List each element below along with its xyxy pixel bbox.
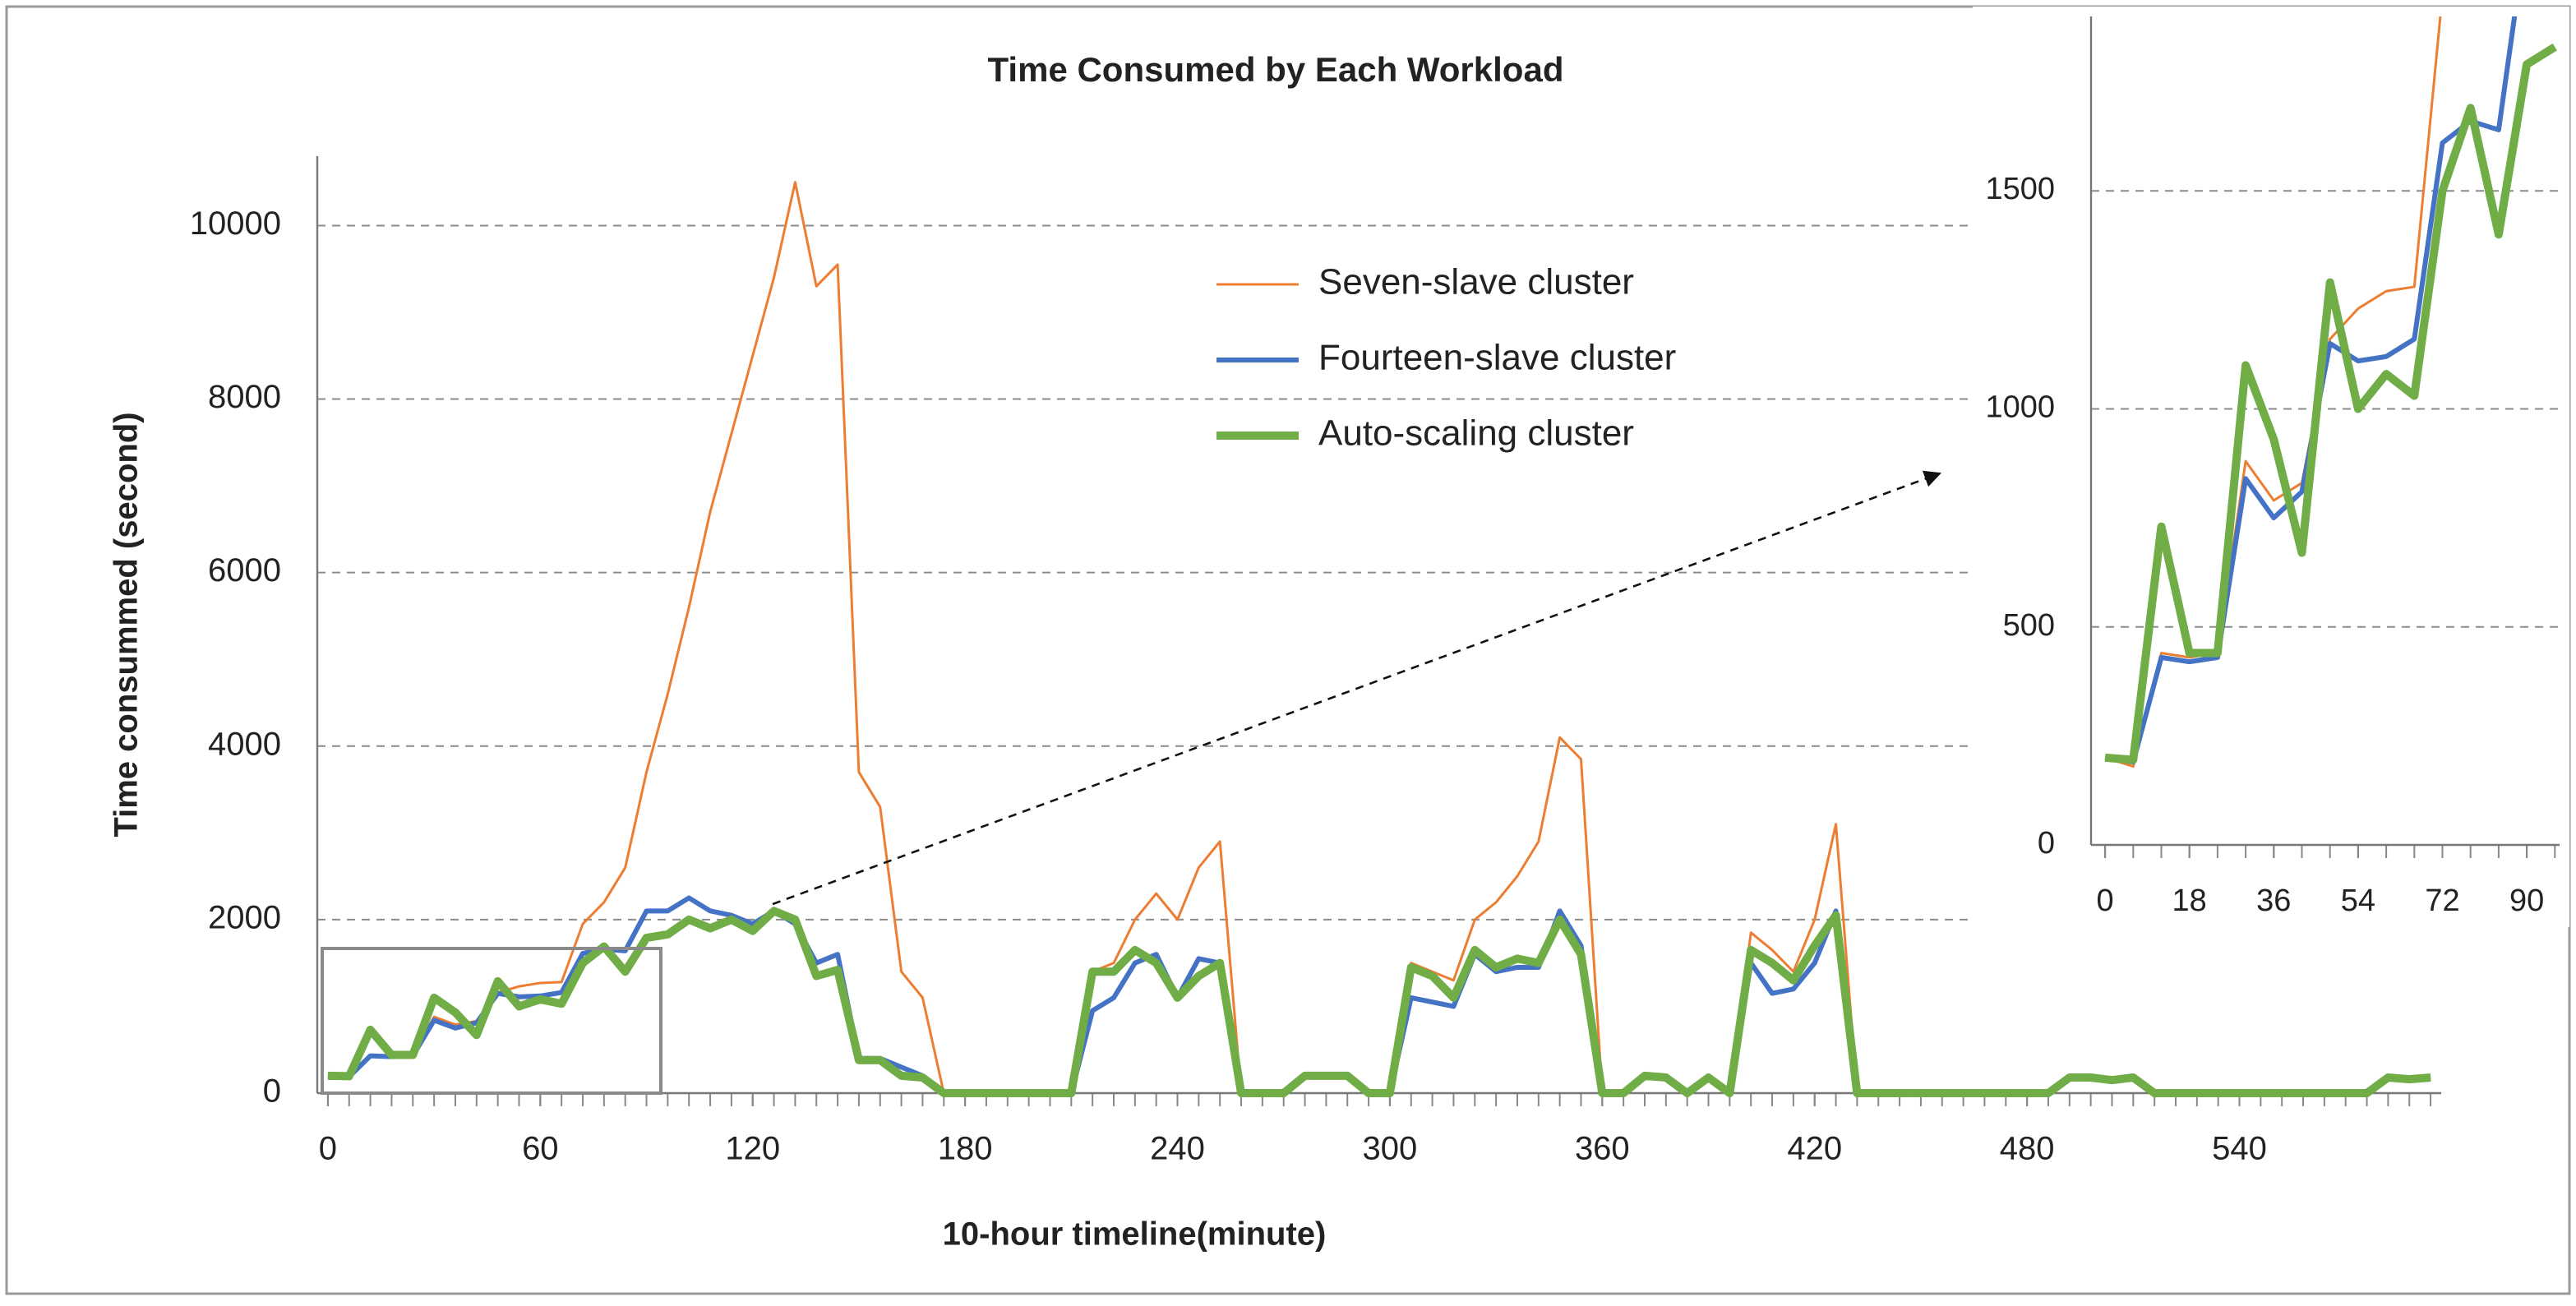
x-tick-label: 120 — [725, 1131, 780, 1167]
x-axis-label: 10-hour timeline(minute) — [943, 1216, 1327, 1253]
series-line — [327, 907, 2431, 1097]
y-tick-label: 0 — [263, 1073, 281, 1110]
inset-plot: 0 500 1000 1500 0 18 36 54 72 90 — [1985, 16, 2560, 918]
series-line — [2104, 16, 2442, 768]
x-tick-label: 18 — [2172, 884, 2207, 918]
x-tick-label: 90 — [2509, 884, 2544, 918]
x-tick-label: 240 — [1150, 1131, 1205, 1167]
y-tick-label: 6000 — [208, 552, 281, 588]
x-tick-label: 36 — [2256, 884, 2291, 918]
y-tick-label: 10000 — [190, 205, 281, 242]
x-tick-label: 0 — [2097, 884, 2114, 918]
zoom-arrow — [772, 470, 1941, 906]
y-tick-label: 1000 — [1985, 390, 2055, 425]
legend-label: Auto-scaling cluster — [1318, 413, 1634, 454]
series-lines — [2104, 16, 2557, 768]
x-tick-label: 72 — [2425, 884, 2459, 918]
y-tick-label: 0 — [2038, 826, 2055, 861]
legend-label: Seven-slave cluster — [1318, 262, 1634, 302]
x-tick-label: 540 — [2212, 1131, 2267, 1167]
series-line — [2104, 43, 2557, 764]
x-tick-label: 480 — [2000, 1131, 2055, 1167]
x-tick-label: 300 — [1363, 1131, 1418, 1167]
x-tick-label: 180 — [938, 1131, 993, 1167]
chart-title: Time Consumed by Each Workload — [988, 50, 1564, 89]
x-tick-label: 420 — [1787, 1131, 1842, 1167]
y-axis-label: Time consummed (second) — [108, 412, 145, 837]
y-tick-label: 8000 — [208, 379, 281, 415]
x-tick-label: 360 — [1575, 1131, 1630, 1167]
x-tick-label: 0 — [319, 1131, 337, 1167]
y-tick-label: 1500 — [1985, 172, 2055, 206]
x-tick-label: 60 — [522, 1131, 559, 1167]
y-tick-label: 2000 — [208, 899, 281, 935]
inset-background — [1973, 7, 2569, 927]
series-lines — [327, 181, 2431, 1097]
legend-label: Fourteen-slave cluster — [1318, 338, 1676, 378]
y-tick-label: 500 — [2003, 608, 2055, 643]
zoom-box — [321, 947, 662, 1095]
y-tick-label: 4000 — [208, 726, 281, 762]
series-line — [2104, 16, 2518, 765]
x-tick-label: 54 — [2341, 884, 2375, 918]
